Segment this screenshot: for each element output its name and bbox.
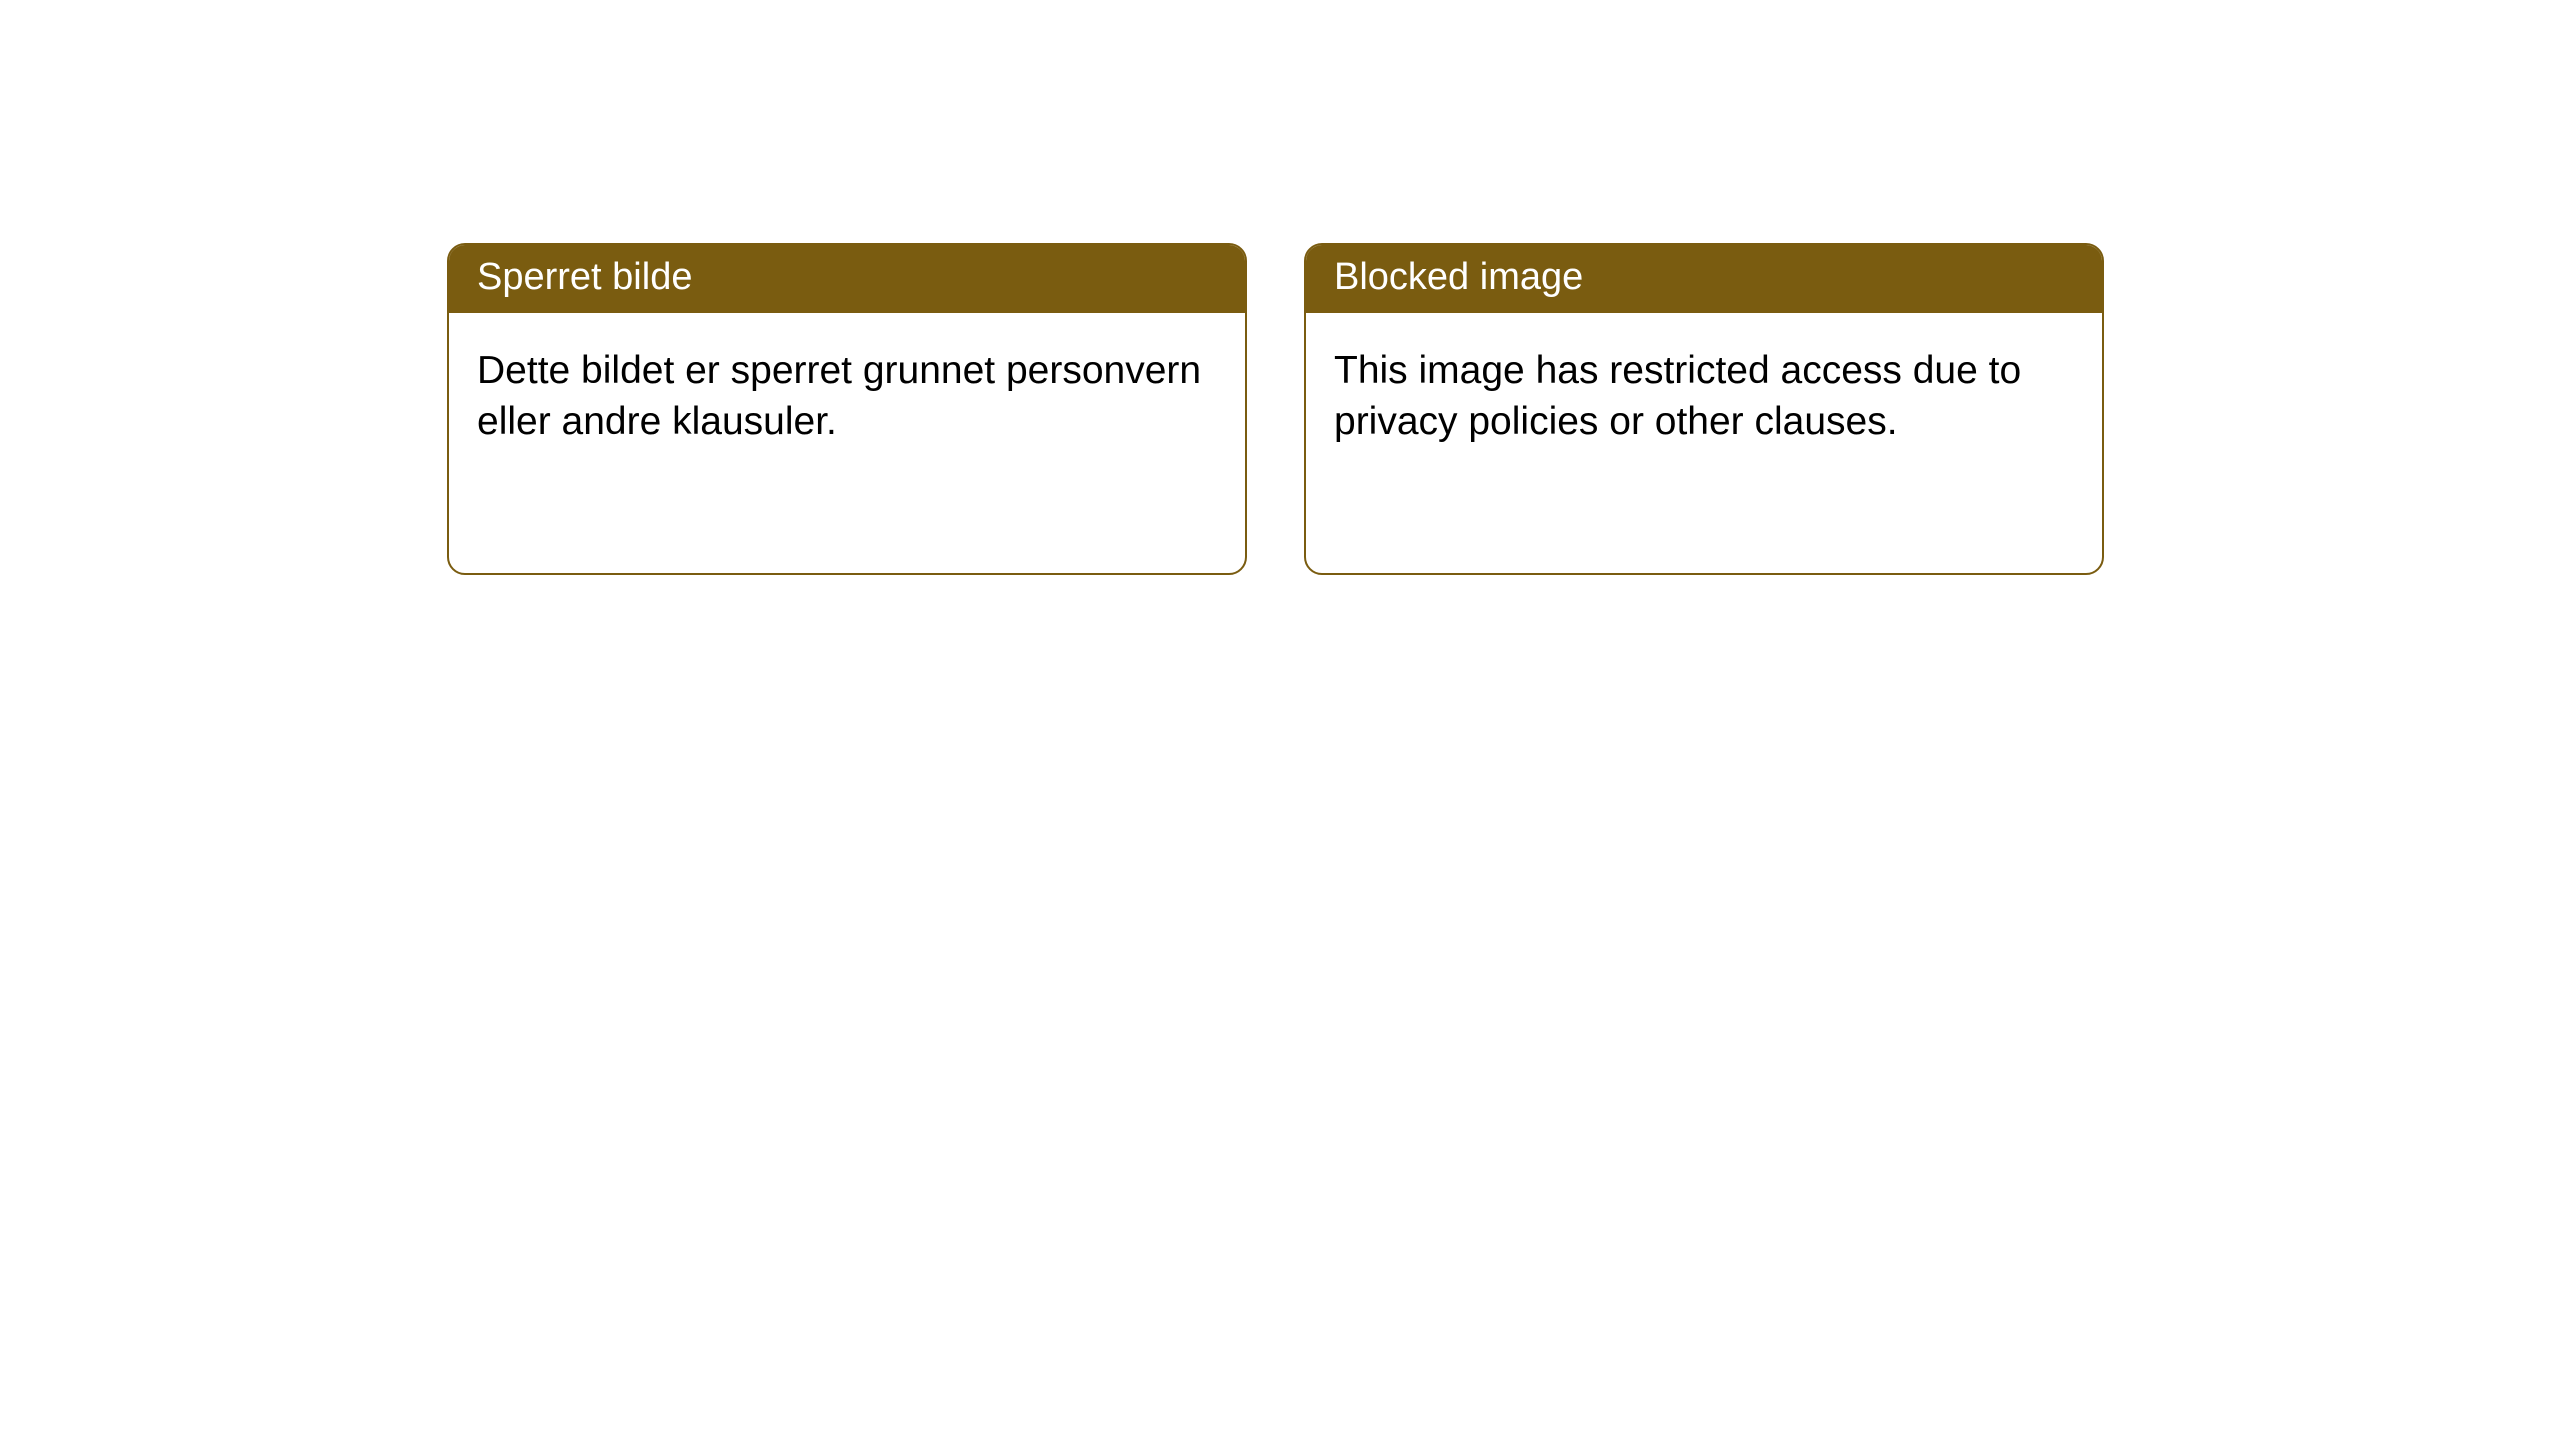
notice-title-norwegian: Sperret bilde	[449, 245, 1245, 313]
notice-title-english: Blocked image	[1306, 245, 2102, 313]
notice-body-english: This image has restricted access due to …	[1306, 313, 2102, 476]
notice-body-norwegian: Dette bildet er sperret grunnet personve…	[449, 313, 1245, 476]
notice-card-norwegian: Sperret bilde Dette bildet er sperret gr…	[447, 243, 1247, 575]
notice-card-english: Blocked image This image has restricted …	[1304, 243, 2104, 575]
notice-container: Sperret bilde Dette bildet er sperret gr…	[0, 0, 2560, 575]
